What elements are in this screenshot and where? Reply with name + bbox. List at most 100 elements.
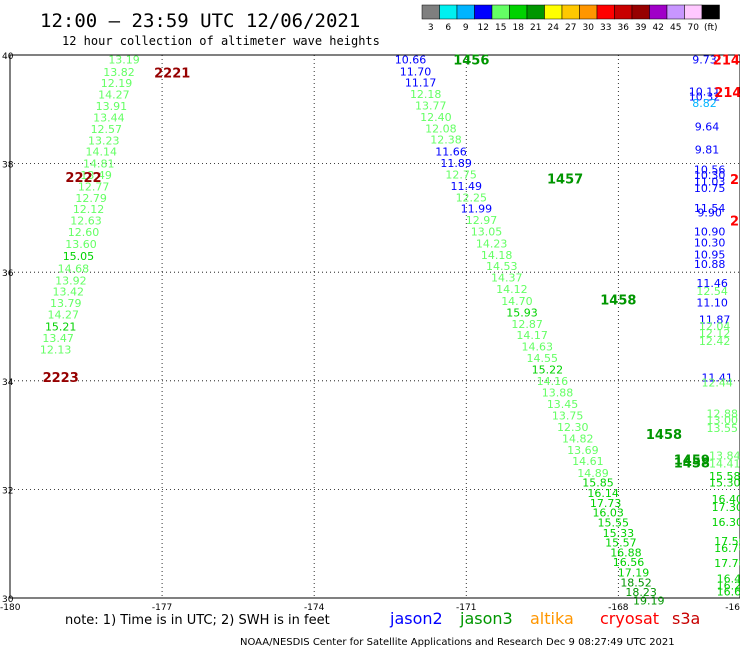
y-axis-tick-label: 34 [2, 378, 14, 388]
swh-value-label: 14.12 [496, 283, 528, 296]
swh-value-label: 12.12 [73, 203, 105, 216]
pass-time-label: 1457 [547, 172, 583, 187]
swh-value-label: 10.95 [694, 248, 726, 261]
pass-time-label: 2144 [714, 86, 740, 101]
color-scale-label: 45 [670, 23, 681, 33]
swh-value-label: 17.70 [714, 557, 740, 570]
pass-time-label: 2145 [713, 53, 740, 68]
satellite-legend: jason2 jason3 altika cryosat s3a [389, 609, 700, 628]
swh-value-label: 11.49 [451, 180, 483, 193]
swh-value-label: 11.54 [694, 202, 726, 215]
swh-value-label: 12.08 [425, 122, 457, 135]
swh-value-label: 12.88 [707, 407, 739, 420]
swh-value-label: 14.82 [562, 432, 594, 445]
swh-value-label: 14.61 [572, 455, 604, 468]
plot-frame [9, 54, 740, 599]
swh-value-label: 13.60 [65, 238, 97, 251]
swh-value-label: 14.16 [537, 375, 569, 388]
color-scale-label: 18 [513, 23, 525, 33]
swh-value-label: 12.75 [445, 168, 477, 181]
swh-value-label: 12.42 [699, 335, 731, 348]
swh-value-label: 14.89 [577, 467, 609, 480]
grid-lines [10, 55, 740, 598]
color-scale-swatch [684, 4, 703, 20]
swh-value-label: 16.40 [717, 572, 740, 585]
swh-value-label: 11.99 [461, 203, 493, 216]
pass-time-label: 21 [730, 173, 740, 188]
swh-value-label: 13.45 [547, 398, 579, 411]
legend-entry-jason2: jason2 [389, 609, 443, 628]
color-scale-label: 36 [618, 23, 630, 33]
swh-value-label: 12.97 [466, 214, 498, 227]
color-scale-label: 70 [688, 23, 700, 33]
legend-entry-cryosat: cryosat [600, 609, 659, 628]
swh-value-label: 16.60 [717, 585, 740, 598]
swh-value-label: 14.81 [83, 158, 115, 171]
swh-value-label: 14.53 [486, 260, 518, 273]
swh-value-label: 13.79 [50, 297, 82, 310]
x-axis-tick-label: -177 [152, 603, 172, 613]
swh-value-label: 16.20 [717, 580, 740, 593]
swh-value-label: 12.60 [68, 226, 100, 239]
swh-value-label: 16.40 [712, 493, 740, 506]
swh-value-label: 12.87 [511, 318, 543, 331]
swh-value-label: 16.03 [592, 507, 624, 520]
color-scale-label: 42 [653, 23, 664, 33]
chart-subtitle: 12 hour collection of altimeter wave hei… [62, 34, 380, 48]
swh-value-label: 9.81 [695, 143, 720, 156]
color-scale-label: 30 [583, 23, 595, 33]
swh-value-label: 12.18 [410, 88, 442, 101]
swh-value-label: 17.19 [618, 566, 650, 579]
legend-entry-s3a: s3a [672, 609, 700, 628]
pass-time-label: 2222 [65, 171, 101, 186]
swh-value-label: 11.70 [400, 65, 432, 78]
color-scale-swatch [456, 4, 475, 20]
swh-value-label: 13.05 [471, 225, 503, 238]
color-scale-swatch [491, 4, 510, 20]
swh-value-label: 13.84 [709, 450, 740, 463]
color-scale-label: (ft) [704, 23, 718, 33]
color-scale-swatch [474, 4, 493, 20]
swh-value-label: 12.04 [699, 320, 731, 333]
color-scale-swatch [544, 4, 563, 20]
swh-value-label: 11.41 [701, 372, 733, 385]
swh-value-label: 14.27 [98, 89, 130, 102]
y-axis-tick-label: 38 [2, 161, 14, 171]
swh-value-label: 11.46 [696, 277, 728, 290]
swh-value-label: 12.13 [40, 343, 72, 356]
swh-value-label: 12.40 [420, 111, 452, 124]
color-scale-label: 6 [445, 23, 451, 33]
color-scale-label: 27 [565, 23, 576, 33]
swh-value-label: 14.63 [521, 341, 553, 354]
swh-value-label: 12.19 [101, 77, 133, 90]
color-scale-label: 39 [635, 23, 647, 33]
swh-value-label: 13.92 [55, 274, 87, 287]
swh-value-label: 13.69 [567, 444, 599, 457]
color-scale-swatch [579, 4, 598, 20]
swh-value-label: 13.19 [108, 53, 140, 66]
swh-value-label: 14.68 [58, 262, 90, 275]
swh-value-label: 13.55 [707, 422, 739, 435]
swh-value-label: 18.52 [620, 576, 652, 589]
swh-value-label: 17.50 [714, 535, 740, 548]
swh-value-label: 12.54 [696, 285, 728, 298]
swh-value-label: 11.10 [696, 297, 728, 310]
swh-value-label: 11.66 [435, 146, 467, 159]
color-scale-swatch [526, 4, 545, 20]
swh-value-label: 14.70 [501, 295, 533, 308]
color-scale-swatch [561, 4, 580, 20]
plot-area: -180 -177 -174 -171 -168 -16 40 38 36 34 32 30 13.… [0, 52, 740, 613]
swh-value-label: 13.88 [542, 387, 574, 400]
swh-value-label: 16.70 [714, 542, 740, 555]
swh-value-label: 14.17 [516, 329, 548, 342]
swh-value-label: 14.55 [527, 352, 559, 365]
legend-entry-jason3: jason3 [459, 609, 513, 628]
swh-value-label: 10.88 [694, 258, 726, 271]
pass-time-label: 2223 [43, 371, 79, 386]
swh-value-label: 12.30 [557, 421, 589, 434]
swh-value-label: 13.75 [552, 410, 584, 423]
swh-value-label: 12.63 [70, 215, 102, 228]
color-scale-label: 12 [478, 23, 489, 33]
swh-value-label: 17.73 [590, 497, 622, 510]
